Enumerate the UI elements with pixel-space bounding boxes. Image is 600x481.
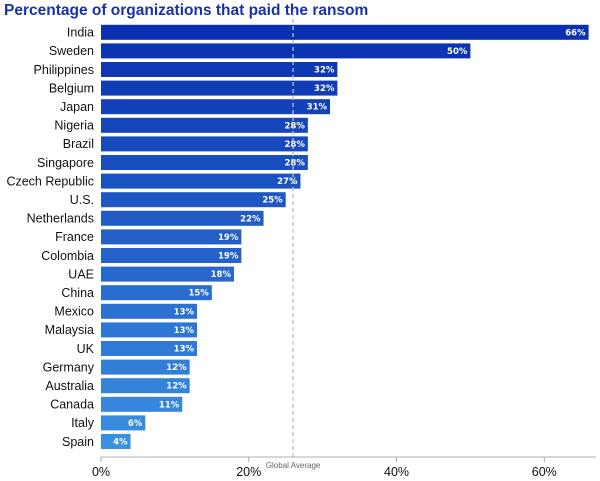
data-label: 15%	[188, 289, 209, 299]
data-label: 19%	[218, 233, 239, 243]
category-label: U.S.	[70, 193, 94, 207]
category-label: India	[67, 26, 94, 40]
data-label: 12%	[166, 382, 187, 392]
bars-group: India 66% Sweden 50% Philippines 32% Belgium 32…	[6, 24, 589, 449]
data-label: 66%	[565, 28, 586, 38]
bar	[101, 62, 338, 77]
data-label: 6%	[128, 419, 143, 429]
bar	[101, 99, 331, 115]
bar	[101, 285, 212, 301]
category-label: Canada	[50, 398, 94, 412]
bar	[101, 155, 308, 170]
bar	[101, 378, 190, 394]
category-label: Philippines	[34, 63, 94, 77]
global-average-label: Global Average	[266, 461, 321, 470]
category-label: France	[55, 230, 94, 244]
data-label: 13%	[174, 345, 195, 355]
bar	[101, 136, 308, 152]
data-label: 13%	[174, 307, 195, 317]
bar	[101, 229, 242, 245]
category-label: Colombia	[41, 249, 94, 263]
data-label: 28%	[285, 121, 306, 131]
category-label: Nigeria	[54, 119, 94, 133]
bar	[101, 359, 190, 375]
bar	[101, 192, 286, 208]
data-label: 32%	[314, 66, 335, 76]
x-tick-label: 60%	[532, 465, 557, 479]
data-label: 28%	[285, 140, 306, 150]
category-label: Germany	[43, 360, 95, 374]
category-label: China	[61, 286, 94, 300]
data-label: 12%	[166, 363, 187, 373]
bar	[101, 322, 198, 338]
bar	[101, 266, 234, 282]
category-label: Mexico	[54, 305, 94, 319]
bar	[101, 24, 589, 40]
bar	[101, 341, 198, 356]
bar	[101, 396, 183, 412]
reference-line-group: Global Average	[266, 12, 321, 470]
x-tick-label: 40%	[384, 465, 409, 479]
bar	[101, 80, 338, 96]
x-tick-label: 20%	[236, 465, 261, 479]
category-label: Belgium	[49, 81, 94, 95]
data-label: 11%	[159, 400, 180, 410]
data-label: 19%	[218, 252, 239, 262]
bar	[101, 248, 242, 263]
data-label: 31%	[307, 103, 328, 113]
category-label: Spain	[62, 435, 94, 449]
bar	[101, 434, 131, 449]
category-label: Singapore	[37, 156, 94, 170]
bar	[101, 303, 198, 319]
category-label: Czech Republic	[6, 174, 94, 188]
bar	[101, 210, 264, 226]
category-label: Malaysia	[45, 323, 94, 337]
data-label: 4%	[113, 438, 128, 448]
data-label: 22%	[240, 214, 261, 224]
bar	[101, 117, 308, 133]
data-label: 32%	[314, 84, 335, 94]
chart-title: Percentage of organizations that paid th…	[4, 2, 368, 19]
data-label: 25%	[262, 196, 283, 206]
category-label: Brazil	[63, 137, 94, 151]
category-label: UAE	[68, 267, 94, 281]
data-label: 27%	[277, 177, 298, 187]
category-label: Sweden	[49, 44, 94, 58]
category-label: Netherlands	[27, 212, 94, 226]
data-label: 28%	[285, 159, 306, 169]
x-tick-label: 0%	[92, 465, 110, 479]
category-label: Australia	[45, 379, 94, 393]
data-label: 13%	[174, 326, 195, 336]
data-label: 50%	[447, 47, 468, 57]
category-label: UK	[77, 342, 95, 356]
x-axis-group: 0% 20% 40% 60%	[92, 456, 596, 479]
bar	[101, 43, 471, 59]
category-label: Japan	[60, 100, 94, 114]
bar	[101, 415, 146, 431]
category-label: Italy	[71, 416, 95, 430]
bar	[101, 173, 301, 189]
data-label: 18%	[211, 270, 232, 280]
